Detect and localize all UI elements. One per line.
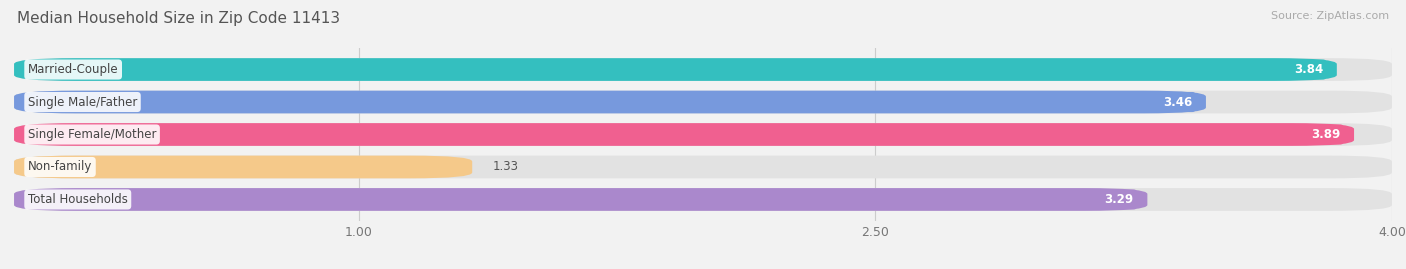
- FancyBboxPatch shape: [14, 91, 1206, 114]
- Text: Total Households: Total Households: [28, 193, 128, 206]
- FancyBboxPatch shape: [14, 58, 1337, 81]
- FancyBboxPatch shape: [14, 123, 1354, 146]
- Text: 1.33: 1.33: [494, 161, 519, 174]
- Text: Single Male/Father: Single Male/Father: [28, 95, 138, 108]
- FancyBboxPatch shape: [14, 123, 1392, 146]
- Text: 3.46: 3.46: [1163, 95, 1192, 108]
- Text: Source: ZipAtlas.com: Source: ZipAtlas.com: [1271, 11, 1389, 21]
- Text: Non-family: Non-family: [28, 161, 93, 174]
- FancyBboxPatch shape: [14, 91, 1392, 114]
- Text: Median Household Size in Zip Code 11413: Median Household Size in Zip Code 11413: [17, 11, 340, 26]
- Text: Married-Couple: Married-Couple: [28, 63, 118, 76]
- FancyBboxPatch shape: [14, 58, 1392, 81]
- Text: Single Female/Mother: Single Female/Mother: [28, 128, 156, 141]
- FancyBboxPatch shape: [14, 155, 1392, 178]
- FancyBboxPatch shape: [14, 155, 472, 178]
- Text: 3.84: 3.84: [1294, 63, 1323, 76]
- Text: 3.29: 3.29: [1105, 193, 1133, 206]
- FancyBboxPatch shape: [14, 188, 1147, 211]
- Text: 3.89: 3.89: [1310, 128, 1340, 141]
- FancyBboxPatch shape: [14, 188, 1392, 211]
